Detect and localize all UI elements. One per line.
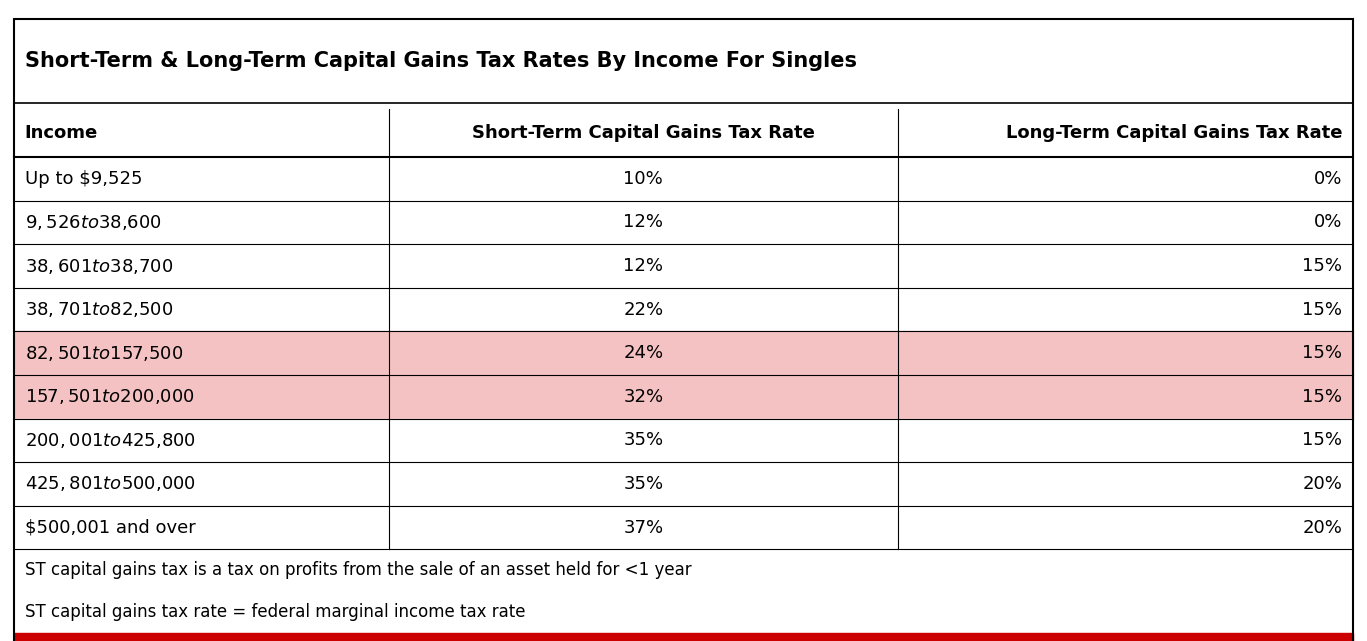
Text: $38,601 to $38,700: $38,601 to $38,700 (25, 256, 172, 276)
Text: 32%: 32% (623, 388, 663, 406)
Text: 22%: 22% (623, 301, 663, 319)
Text: 0%: 0% (1314, 170, 1342, 188)
Bar (14, 633, 1353, 641)
Text: 20%: 20% (1303, 475, 1342, 493)
Text: ST capital gains tax rate = federal marginal income tax rate: ST capital gains tax rate = federal marg… (25, 603, 525, 621)
Text: 0%: 0% (1314, 213, 1342, 231)
Bar (14, 549, 1353, 633)
Bar (14, 157, 1353, 201)
Text: $425,801 to $500,000: $425,801 to $500,000 (25, 474, 195, 494)
Bar (14, 375, 1353, 419)
Text: 12%: 12% (623, 257, 663, 275)
Bar (14, 109, 1353, 157)
Text: 12%: 12% (623, 213, 663, 231)
Text: 35%: 35% (623, 431, 663, 449)
Text: 24%: 24% (623, 344, 663, 362)
Text: 37%: 37% (623, 519, 663, 537)
Text: 15%: 15% (1303, 344, 1342, 362)
Text: ST capital gains tax is a tax on profits from the sale of an asset held for <1 y: ST capital gains tax is a tax on profits… (25, 561, 692, 579)
Bar (14, 244, 1353, 288)
Text: $500,001 and over: $500,001 and over (25, 519, 195, 537)
Bar (14, 19, 1353, 103)
Text: Long-Term Capital Gains Tax Rate: Long-Term Capital Gains Tax Rate (1006, 124, 1342, 142)
Bar (14, 419, 1353, 462)
Bar (14, 201, 1353, 244)
Bar (14, 506, 1353, 549)
Text: 15%: 15% (1303, 301, 1342, 319)
Text: Short-Term & Long-Term Capital Gains Tax Rates By Income For Singles: Short-Term & Long-Term Capital Gains Tax… (25, 51, 857, 71)
Text: $157,501 to $200,000: $157,501 to $200,000 (25, 387, 194, 406)
Bar (14, 331, 1353, 375)
Text: $9,526 to $38,600: $9,526 to $38,600 (25, 213, 161, 232)
Text: $200,001 to $425,800: $200,001 to $425,800 (25, 431, 195, 450)
Text: 15%: 15% (1303, 388, 1342, 406)
Text: Short-Term Capital Gains Tax Rate: Short-Term Capital Gains Tax Rate (472, 124, 815, 142)
Text: 15%: 15% (1303, 431, 1342, 449)
Text: 15%: 15% (1303, 257, 1342, 275)
Text: 20%: 20% (1303, 519, 1342, 537)
Text: Income: Income (25, 124, 98, 142)
Text: $82,501 to $157,500: $82,501 to $157,500 (25, 344, 183, 363)
Text: 35%: 35% (623, 475, 663, 493)
Text: Up to $9,525: Up to $9,525 (25, 170, 142, 188)
Bar (14, 462, 1353, 506)
Text: $38,701 to $82,500: $38,701 to $82,500 (25, 300, 172, 319)
Text: 10%: 10% (623, 170, 663, 188)
Bar (14, 288, 1353, 331)
